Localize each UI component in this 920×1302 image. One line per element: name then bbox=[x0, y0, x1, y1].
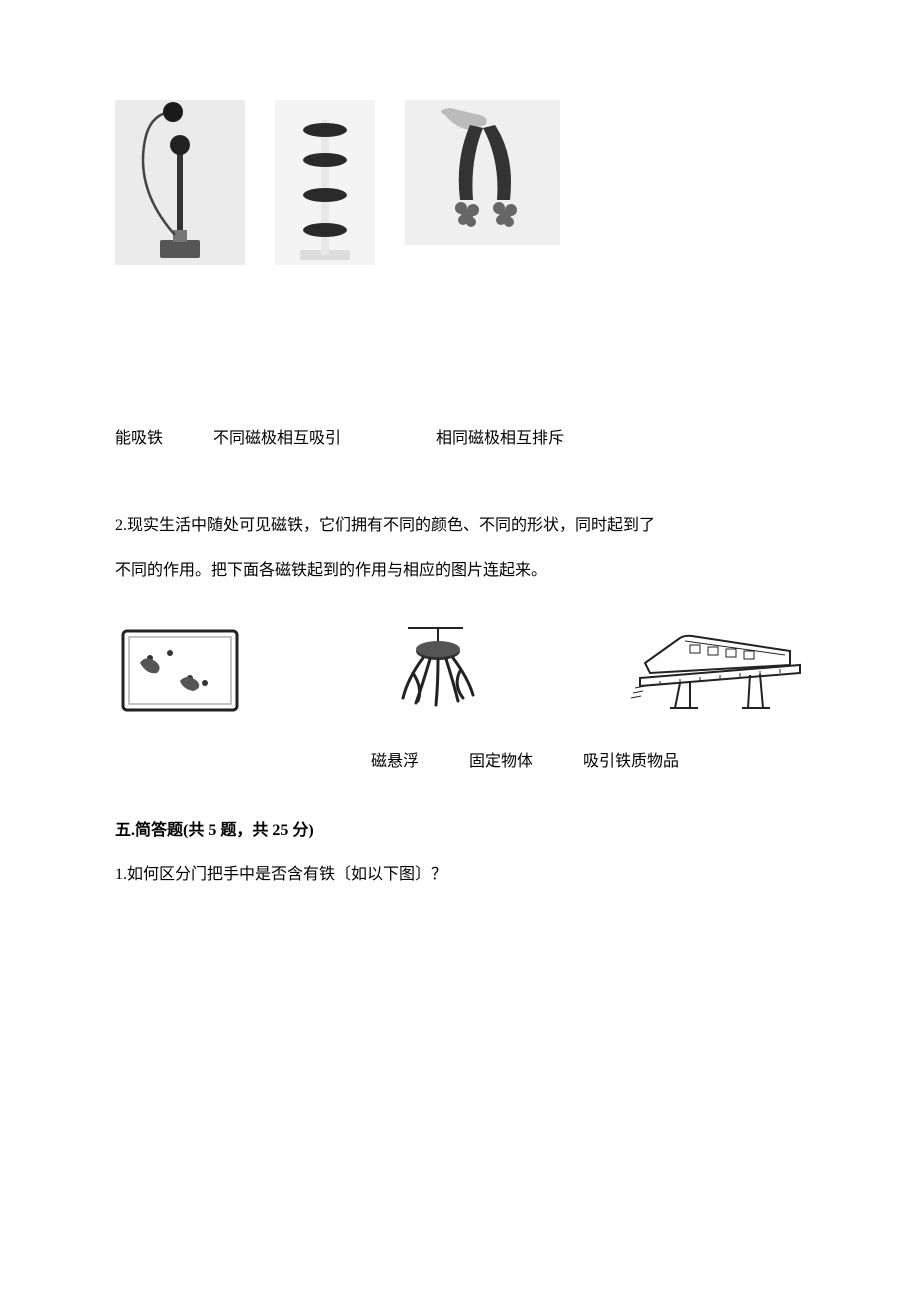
label-same-poles-repel: 相同磁极相互排斥 bbox=[436, 425, 564, 454]
question-2-number: 2. bbox=[115, 517, 127, 534]
figure-crane-magnet bbox=[368, 623, 508, 718]
figure-horseshoe-magnet bbox=[405, 100, 560, 245]
label-attract-iron-items: 吸引铁质物品 bbox=[583, 748, 679, 777]
figure-magnetic-board bbox=[115, 623, 245, 718]
label-fix-objects: 固定物体 bbox=[469, 748, 533, 777]
question-2-line1: 现实生活中随处可见磁铁，它们拥有不同的颜色、不同的形状，同时起到了 bbox=[127, 517, 655, 534]
image-row-2 bbox=[115, 623, 805, 718]
question-2-line2: 不同的作用。把下面各磁铁起到的作用与相应的图片连起来。 bbox=[115, 562, 547, 579]
figure-magnet-stack bbox=[275, 100, 375, 265]
label-row-1: 能吸铁 不同磁极相互吸引 相同磁极相互排斥 bbox=[115, 425, 805, 454]
image-row-1 bbox=[115, 100, 805, 265]
label-attracts-iron: 能吸铁 bbox=[115, 425, 163, 454]
figure-maglev-train bbox=[630, 623, 805, 718]
label-maglev: 磁悬浮 bbox=[371, 748, 419, 777]
question-2: 2.现实生活中随处可见磁铁，它们拥有不同的颜色、不同的形状，同时起到了 不同的作… bbox=[115, 504, 805, 594]
label-opposite-poles-attract: 不同磁极相互吸引 bbox=[213, 425, 341, 454]
figure-magnet-experiment-1 bbox=[115, 100, 245, 265]
question-5-1: 1.如何区分门把手中是否含有铁〔如以下图〕？ bbox=[115, 861, 805, 890]
section-5-header: 五.简答题(共 5 题，共 25 分) bbox=[115, 817, 805, 846]
label-row-2: 磁悬浮 固定物体 吸引铁质物品 bbox=[115, 748, 805, 777]
